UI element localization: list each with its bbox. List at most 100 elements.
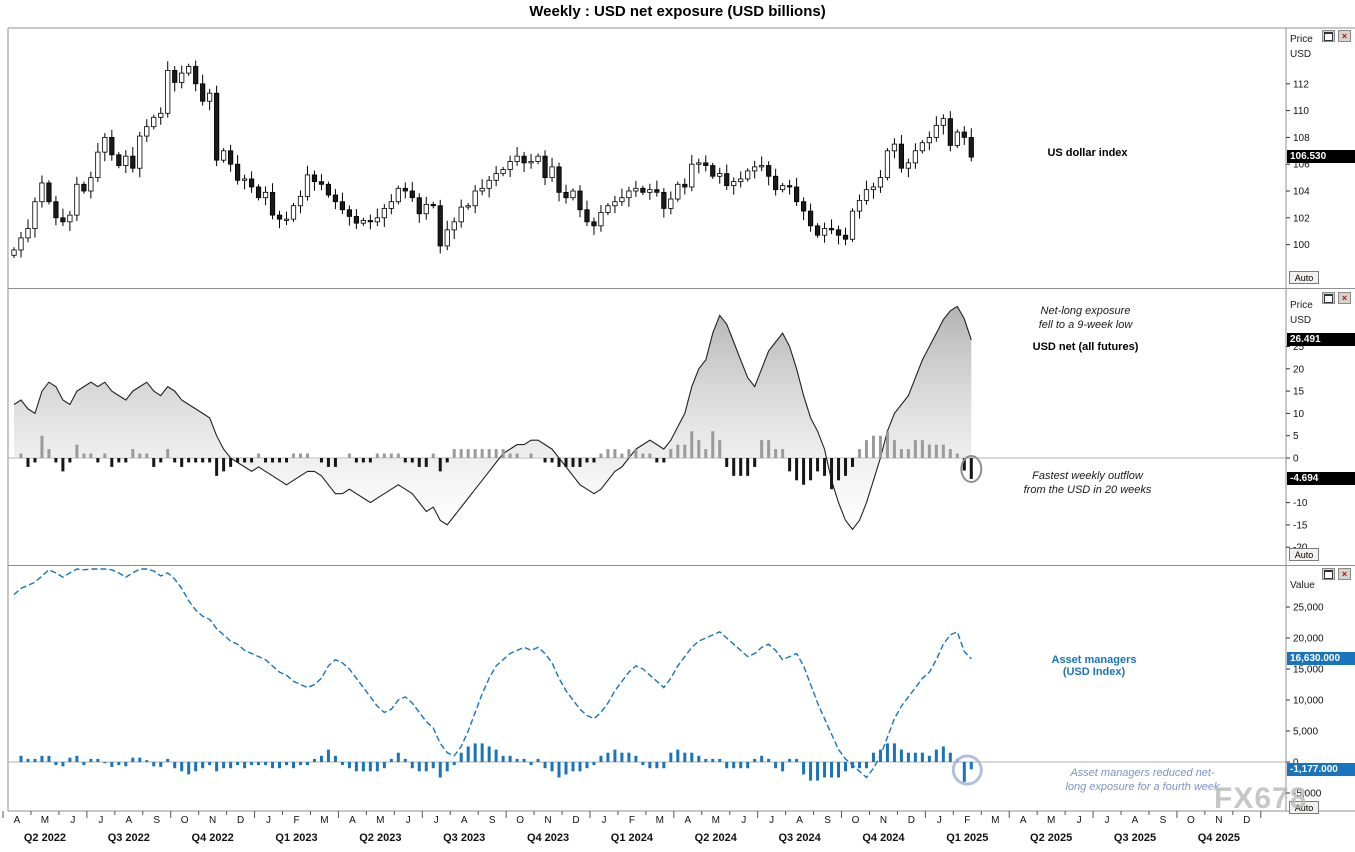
candle-body: [926, 136, 932, 144]
candle-body: [290, 205, 297, 220]
net-change-bar: [75, 444, 79, 458]
net-change-bar: [767, 440, 771, 458]
panel1-axis-unit: USD: [1290, 49, 1312, 60]
panel3-minimize-button[interactable]: [1322, 568, 1335, 580]
net-change-bar: [662, 458, 666, 463]
asset-change-bar: [655, 762, 659, 769]
candle-body: [898, 143, 905, 169]
net-change-bar: [578, 458, 582, 467]
net-change-badge: -4.694: [1287, 472, 1355, 485]
candle-body: [954, 131, 960, 146]
candle-body: [234, 163, 241, 181]
close-icon: ×: [1341, 30, 1348, 41]
panel1-auto-button[interactable]: Auto: [1289, 271, 1319, 284]
panel3-close-button[interactable]: ×: [1338, 568, 1351, 580]
price-panel-layer[interactable]: [11, 60, 974, 258]
net-change-bar: [229, 458, 233, 467]
asset-change-bar: [767, 758, 771, 762]
month-label: A: [461, 815, 468, 826]
y-tick-label: 25,000: [1293, 603, 1324, 614]
net-change-bar: [159, 458, 163, 463]
net-change-bar: [396, 453, 400, 458]
asset-change-bar: [278, 762, 282, 769]
asset-change-bar: [298, 762, 302, 766]
y-tick-label: 20,000: [1293, 634, 1324, 645]
net-change-bar: [333, 458, 337, 467]
net-change-bar: [857, 449, 861, 458]
net-change-bar: [264, 458, 268, 463]
asset-change-bar: [725, 762, 729, 769]
asset-change-bar: [962, 762, 966, 782]
asset-change-bar: [634, 755, 638, 762]
asset-change-bar: [739, 762, 743, 769]
asset-change-bar: [948, 752, 952, 762]
net-change-bar: [417, 458, 421, 467]
month-label: A: [796, 815, 803, 826]
month-label: J: [266, 815, 271, 826]
panel2-minimize-button[interactable]: [1322, 292, 1335, 304]
net-change-bar: [473, 449, 477, 458]
candle-body: [675, 183, 681, 200]
net-change-bar: [103, 453, 107, 458]
net-change-bar: [837, 458, 841, 481]
net-change-bar: [82, 453, 86, 458]
asset-change-bar: [941, 746, 945, 762]
candle-body: [388, 201, 394, 209]
asset-change-bar: [704, 758, 708, 762]
net-change-bar: [620, 453, 624, 458]
net-change-bar: [431, 453, 435, 458]
net-change-bar: [222, 458, 226, 472]
close-icon: ×: [1341, 292, 1348, 303]
panel1-close-button[interactable]: ×: [1338, 30, 1351, 42]
candle-body: [598, 212, 604, 227]
net-change-bar: [955, 453, 959, 458]
net-change-bar: [697, 440, 701, 458]
candle-body: [647, 189, 653, 193]
month-label: S: [489, 815, 496, 826]
quarter-label: Q1 2025: [946, 832, 988, 844]
month-label: O: [852, 815, 860, 826]
asset-change-bar: [138, 757, 142, 762]
net-change-bar: [208, 458, 212, 463]
month-label: J: [1077, 815, 1082, 826]
panel2-axis-unit: USD: [1290, 315, 1312, 326]
panel3-auto-button[interactable]: Auto: [1289, 801, 1319, 814]
net-change-bar: [410, 458, 414, 463]
net-change-bar: [571, 458, 575, 467]
candle-body: [919, 142, 925, 152]
y-tick-label: 15: [1293, 387, 1305, 398]
net-change-bar: [683, 444, 687, 458]
y-tick-label: 15,000: [1293, 665, 1324, 676]
asset-change-bar: [697, 755, 701, 762]
month-label: D: [237, 815, 244, 826]
asset-change-bar: [82, 762, 86, 766]
candle-body: [395, 187, 401, 203]
panel1-minimize-button[interactable]: [1322, 30, 1335, 42]
candle-body: [116, 154, 122, 166]
candle-body: [780, 185, 786, 191]
asset-change-bar: [885, 743, 889, 762]
candle-body: [605, 205, 611, 213]
y-tick-label: 10: [1293, 409, 1305, 420]
candle-body: [507, 161, 513, 170]
net-change-bar: [585, 458, 589, 463]
asset-change-bar: [131, 757, 135, 762]
net-panel-layer[interactable]: [13, 305, 983, 531]
asset-change-bar: [222, 762, 226, 769]
asset-change-bar: [33, 758, 37, 762]
asset-change-bar: [599, 755, 603, 762]
month-label: D: [1243, 815, 1250, 826]
month-label: J: [601, 815, 606, 826]
quarter-label: Q3 2025: [1114, 832, 1156, 844]
panel2-close-button[interactable]: ×: [1338, 292, 1351, 304]
asset-change-bar: [180, 762, 184, 772]
asset-change-bar: [243, 762, 247, 769]
net-change-bar: [47, 449, 51, 458]
candle-body: [179, 72, 185, 83]
asset-panel-layer[interactable]: [13, 568, 983, 786]
panel2-auto-button[interactable]: Auto: [1289, 548, 1319, 561]
net-change-bar: [913, 440, 917, 458]
asset-change-bar: [305, 762, 309, 766]
net-change-bar: [781, 449, 785, 458]
